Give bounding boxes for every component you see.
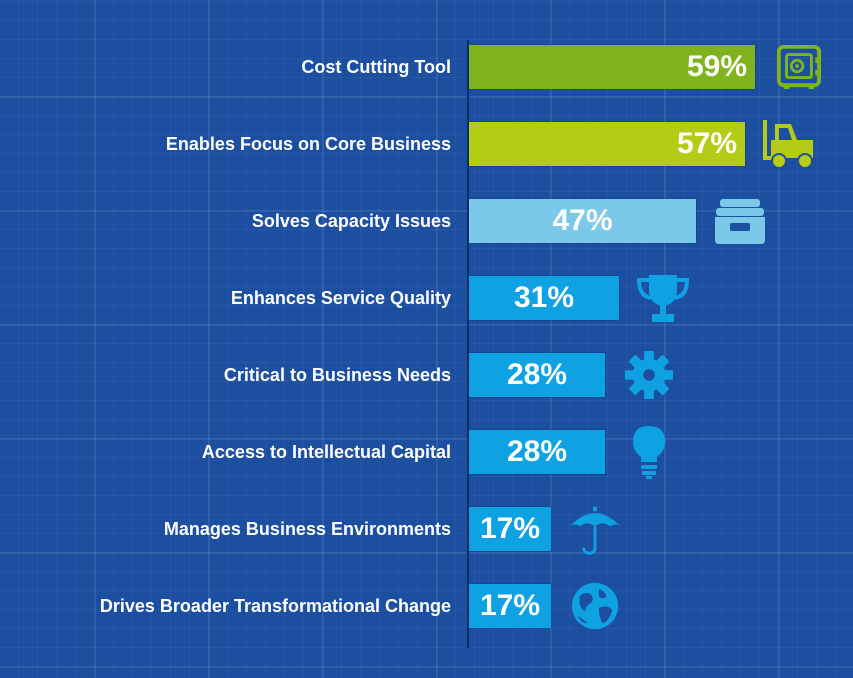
- value-label-access-to-intellectual-capital: 28%: [506, 435, 568, 468]
- category-label-cost-cutting-tool: Cost Cutting Tool: [301, 57, 451, 77]
- bar-manages-business-environments: [469, 507, 551, 551]
- value-label-cost-cutting-tool: 59%: [686, 50, 747, 83]
- forklift-icon: [761, 116, 817, 172]
- category-label-access-to-intellectual-capital: Access to Intellectual Capital: [201, 442, 451, 462]
- trophy-icon: [635, 270, 691, 326]
- lightbulb-icon: [621, 424, 677, 480]
- value-label-critical-to-business-needs: 28%: [506, 358, 568, 391]
- bar-critical-to-business-needs: [469, 353, 605, 397]
- globe-icon: [567, 578, 623, 634]
- value-label-enhances-service-quality: 31%: [513, 281, 575, 314]
- value-label-drives-broader-transformational-change: 17%: [479, 589, 541, 622]
- bar-enhances-service-quality: [469, 276, 619, 320]
- category-label-manages-business-environments: Manages Business Environments: [163, 519, 451, 539]
- bar-enables-focus-on-core-business: [469, 122, 745, 166]
- value-label-manages-business-environments: 17%: [479, 512, 541, 545]
- category-label-enhances-service-quality: Enhances Service Quality: [230, 288, 451, 308]
- bar-cost-cutting-tool: [469, 45, 755, 89]
- bar-solves-capacity-issues: [469, 199, 696, 243]
- category-axis-line: [467, 40, 469, 648]
- category-label-enables-focus-on-core-business: Enables Focus on Core Business: [165, 134, 451, 154]
- value-label-solves-capacity-issues: 47%: [552, 204, 613, 237]
- bar-access-to-intellectual-capital: [469, 430, 605, 474]
- category-label-solves-capacity-issues: Solves Capacity Issues: [251, 211, 451, 231]
- storage-bin-icon: [712, 193, 768, 249]
- safe-icon: [771, 39, 827, 95]
- gear-icon: [621, 347, 677, 403]
- category-label-critical-to-business-needs: Critical to Business Needs: [223, 365, 451, 385]
- value-label-enables-focus-on-core-business: 57%: [676, 127, 737, 160]
- category-label-drives-broader-transformational-change: Drives Broader Transformational Change: [99, 596, 451, 616]
- umbrella-icon: [567, 501, 623, 557]
- bar-drives-broader-transformational-change: [469, 584, 551, 628]
